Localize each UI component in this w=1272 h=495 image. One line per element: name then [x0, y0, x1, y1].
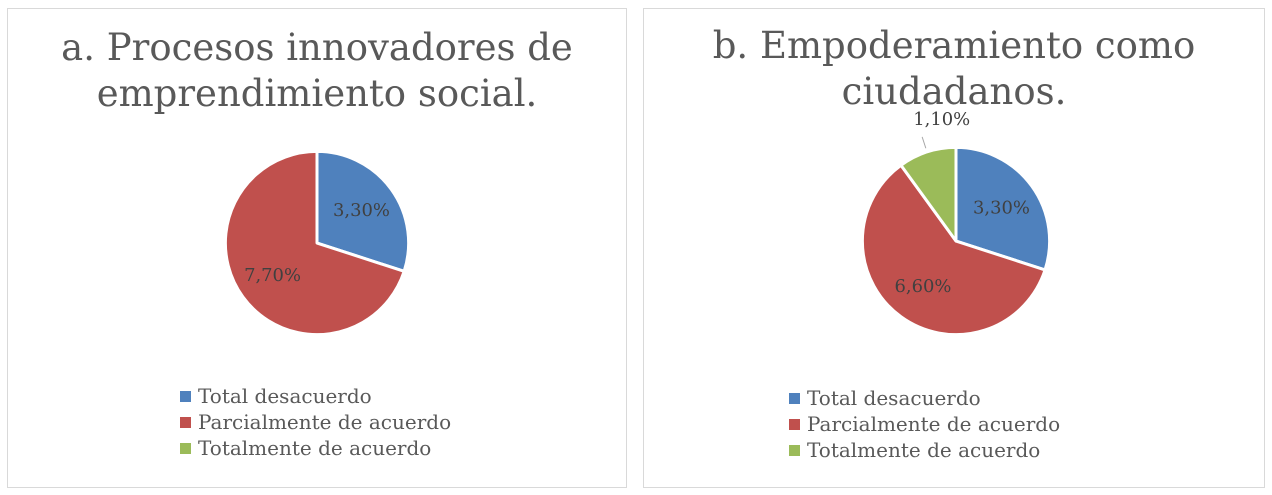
pie-chart-b: 3,30% 6,60% 1,10% [860, 109, 1052, 337]
legend-swatch [180, 390, 191, 402]
legend-label: Parcialmente de acuerdo [807, 412, 1061, 436]
pie-slice-total-desacuerdo [315, 149, 411, 273]
pie-slice-parcialmente-de-acuerdo [860, 163, 1047, 337]
slice-data-label: 1,10% [913, 109, 970, 130]
slice-data-label: 7,70% [244, 265, 301, 286]
chart-panel-a: a. Procesos innovadores de emprendimient… [7, 8, 627, 488]
legend-swatch [789, 392, 800, 404]
chart-title-line-2: ciudadanos. [841, 70, 1067, 113]
legend-label: Total desacuerdo [198, 384, 372, 408]
chart-title-line-1: a. Procesos innovadores de [61, 26, 573, 69]
pie-slice-totalmente-de-acuerdo [899, 145, 958, 243]
chart-panel-b: b. Empoderamiento como ciudadanos. 3,30%… [643, 8, 1265, 488]
chart-legend: Total desacuerdo Parcialmente de acuerdo… [180, 383, 451, 461]
legend-item-parcialmente-de-acuerdo: Parcialmente de acuerdo [180, 409, 451, 435]
chart-legend: Total desacuerdo Parcialmente de acuerdo… [789, 385, 1060, 463]
legend-item-total-desacuerdo: Total desacuerdo [180, 383, 451, 409]
legend-swatch [789, 444, 800, 456]
legend-item-total-desacuerdo: Total desacuerdo [789, 385, 1060, 411]
legend-item-totalmente-de-acuerdo: Totalmente de acuerdo [789, 437, 1060, 463]
pie-slice-parcialmente-de-acuerdo [223, 149, 406, 337]
legend-label: Parcialmente de acuerdo [198, 410, 452, 434]
leader-line [921, 136, 927, 149]
legend-item-parcialmente-de-acuerdo: Parcialmente de acuerdo [789, 411, 1060, 437]
slice-data-label: 6,60% [895, 276, 952, 297]
chart-title: b. Empoderamiento como ciudadanos. [644, 23, 1264, 115]
chart-title: a. Procesos innovadores de emprendimient… [8, 25, 626, 117]
pie-slice-total-desacuerdo [954, 145, 1052, 272]
chart-title-line-2: emprendimiento social. [96, 72, 538, 115]
slice-data-label: 3,30% [333, 200, 390, 221]
legend-swatch [789, 418, 800, 430]
chart-title-line-1: b. Empoderamiento como [712, 24, 1196, 67]
legend-label: Total desacuerdo [807, 386, 981, 410]
legend-item-totalmente-de-acuerdo: Totalmente de acuerdo [180, 435, 451, 461]
legend-label: Totalmente de acuerdo [807, 438, 1041, 462]
slice-data-label: 3,30% [973, 198, 1030, 219]
legend-swatch [180, 442, 191, 454]
pie-chart-a: 3,30% 7,70% [223, 149, 411, 337]
legend-label: Totalmente de acuerdo [198, 436, 432, 460]
legend-swatch [180, 416, 191, 428]
